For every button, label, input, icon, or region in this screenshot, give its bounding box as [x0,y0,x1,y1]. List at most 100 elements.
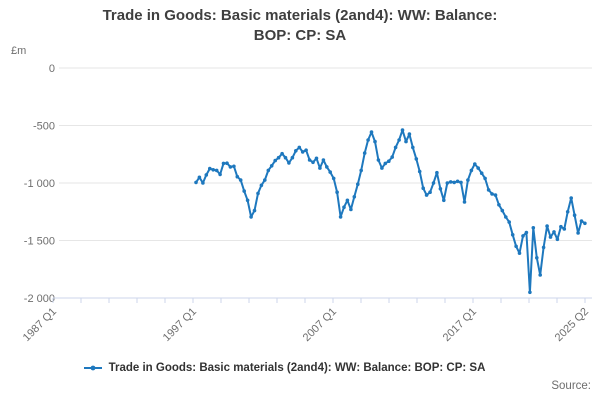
series-point[interactable] [535,255,539,260]
series-point[interactable] [445,181,450,185]
series-point[interactable] [290,155,295,160]
series-point[interactable] [338,215,343,219]
series-point[interactable] [228,165,233,169]
series-point[interactable] [345,198,350,203]
series-point[interactable] [214,168,219,173]
series-point[interactable] [428,190,432,194]
series-point[interactable] [442,198,446,203]
series-point[interactable] [304,148,308,152]
series-point[interactable] [452,180,457,185]
series-point[interactable] [225,161,229,165]
series-point[interactable] [400,128,405,132]
series-point[interactable] [266,168,271,173]
series-point[interactable] [249,215,253,219]
series-point[interactable] [538,273,542,277]
series-point[interactable] [435,170,439,175]
series-point[interactable] [521,234,525,238]
series-point[interactable] [476,166,481,170]
series-point[interactable] [411,145,415,150]
series-point[interactable] [404,139,408,144]
series-point[interactable] [300,150,305,154]
series-point[interactable] [204,173,209,177]
series-point[interactable] [514,244,518,249]
series-point[interactable] [479,171,484,175]
series-point[interactable] [331,176,336,181]
series-point[interactable] [221,161,226,166]
series-point[interactable] [287,161,291,165]
series-point[interactable] [559,224,563,229]
series-point[interactable] [380,166,384,170]
series-point[interactable] [245,198,250,203]
series-point[interactable] [562,227,567,231]
series-point[interactable] [269,164,274,168]
series-point[interactable] [366,138,370,142]
series-point[interactable] [576,231,580,235]
series-point[interactable] [252,208,257,213]
series-point[interactable] [273,158,278,163]
series-point[interactable] [462,200,467,204]
series-point[interactable] [201,181,205,185]
series-point[interactable] [335,190,339,194]
series-point[interactable] [473,162,477,166]
series-point[interactable] [280,151,284,156]
series-point[interactable] [325,165,329,169]
series-point[interactable] [242,189,246,193]
series-point[interactable] [424,193,429,197]
series-point[interactable] [390,155,395,159]
series-point[interactable] [235,174,240,179]
series-point[interactable] [393,145,398,150]
series-point[interactable] [455,179,460,184]
series-point[interactable] [356,182,360,186]
series-point[interactable] [276,155,281,160]
series-point[interactable] [497,203,501,207]
series-point[interactable] [414,157,419,161]
series-point[interactable] [359,168,364,173]
series-point[interactable] [263,178,267,182]
series-point[interactable] [259,183,264,188]
series-point[interactable] [565,210,570,214]
series-point[interactable] [218,172,222,177]
series-point[interactable] [232,164,236,169]
series-point[interactable] [373,139,377,144]
series-point[interactable] [469,168,474,173]
series-point[interactable] [311,160,315,165]
series-point[interactable] [531,226,536,230]
series-point[interactable] [528,290,532,295]
series-point[interactable] [294,149,298,153]
series-point[interactable] [583,221,587,226]
series-point[interactable] [211,168,215,172]
series-point[interactable] [376,158,381,162]
series-point[interactable] [507,220,512,224]
series-point[interactable] [208,166,212,171]
series-point[interactable] [197,175,202,180]
series-point[interactable] [407,132,412,136]
series-point[interactable] [500,208,505,213]
series-point[interactable] [545,224,549,228]
series-point[interactable] [504,215,508,219]
series-point[interactable] [256,191,260,196]
series-point[interactable] [510,233,515,237]
series-point[interactable] [421,186,426,190]
series-point[interactable] [321,158,326,162]
series-point[interactable] [283,155,288,160]
series-point[interactable] [490,192,494,196]
series-point[interactable] [238,178,243,182]
series-point[interactable] [297,145,302,150]
series-point[interactable] [459,180,463,185]
series-point[interactable] [493,193,498,197]
series-point[interactable] [383,161,388,166]
series-point[interactable] [314,156,319,161]
series-point[interactable] [369,130,374,134]
series-point[interactable] [524,230,529,235]
series-point[interactable] [483,176,487,181]
series-point[interactable] [318,166,322,170]
series-point[interactable] [517,251,522,255]
series-point[interactable] [579,219,584,223]
series-point[interactable] [387,159,391,163]
series-point[interactable] [466,178,470,182]
series-point[interactable] [307,158,312,162]
series-point[interactable] [328,170,333,174]
series-point[interactable] [572,213,577,217]
series-point[interactable] [397,138,401,142]
